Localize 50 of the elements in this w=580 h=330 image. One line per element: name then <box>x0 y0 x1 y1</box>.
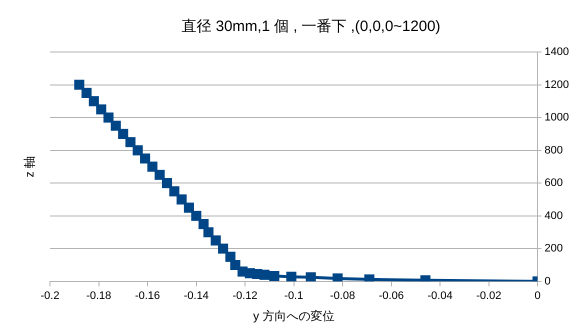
point <box>125 137 136 148</box>
point <box>225 252 236 262</box>
point <box>103 112 114 123</box>
x-tick-label: -0.08 <box>330 290 356 302</box>
y-tick-label: 0 <box>544 275 551 288</box>
point <box>82 88 92 98</box>
y-axis-title: z 軸 <box>22 156 36 178</box>
point <box>332 273 343 282</box>
x-tick-label: -0.16 <box>134 290 160 302</box>
x-tick-label: -0.12 <box>232 290 258 302</box>
point <box>218 244 228 254</box>
point <box>74 80 84 90</box>
point <box>198 219 209 230</box>
point <box>140 153 150 164</box>
point <box>191 210 202 221</box>
x-tick-label: -0.04 <box>427 290 453 302</box>
y-tick-label: 400 <box>544 210 563 222</box>
point <box>169 186 180 196</box>
point <box>306 272 316 282</box>
point <box>230 260 240 270</box>
point <box>132 145 143 156</box>
point <box>88 96 99 106</box>
y-tick-label: 1200 <box>544 78 570 91</box>
y-tick-label: 600 <box>544 177 563 190</box>
point <box>110 120 121 131</box>
x-tick-label: -0.14 <box>184 290 209 302</box>
point <box>154 170 165 180</box>
y-tick-label: 1400 <box>544 46 570 58</box>
x-axis-title: y 方向への変位 <box>253 309 334 324</box>
point <box>269 270 280 282</box>
x-tick-label: -0.06 <box>378 290 404 302</box>
point <box>184 202 194 213</box>
point <box>176 194 187 205</box>
point <box>162 178 172 188</box>
y-tick-label: 1000 <box>544 112 570 124</box>
point <box>203 227 214 238</box>
point <box>96 104 106 114</box>
y-tick-label: 800 <box>544 144 563 156</box>
point <box>210 235 221 246</box>
chart-title: 直径 30mm,1 個 , 一番下 ,(0,0,0~1200) <box>182 18 440 36</box>
x-tick-label: 0 <box>534 290 541 302</box>
y-tick-label: 200 <box>544 242 563 255</box>
point <box>286 272 296 282</box>
x-tick-label: -0.02 <box>476 290 502 302</box>
point <box>259 270 270 280</box>
x-tick-label: -0.2 <box>40 290 60 302</box>
point <box>147 162 158 172</box>
x-tick-label: -0.18 <box>86 290 112 302</box>
x-tick-label: -0.1 <box>284 290 304 302</box>
point <box>118 128 128 139</box>
